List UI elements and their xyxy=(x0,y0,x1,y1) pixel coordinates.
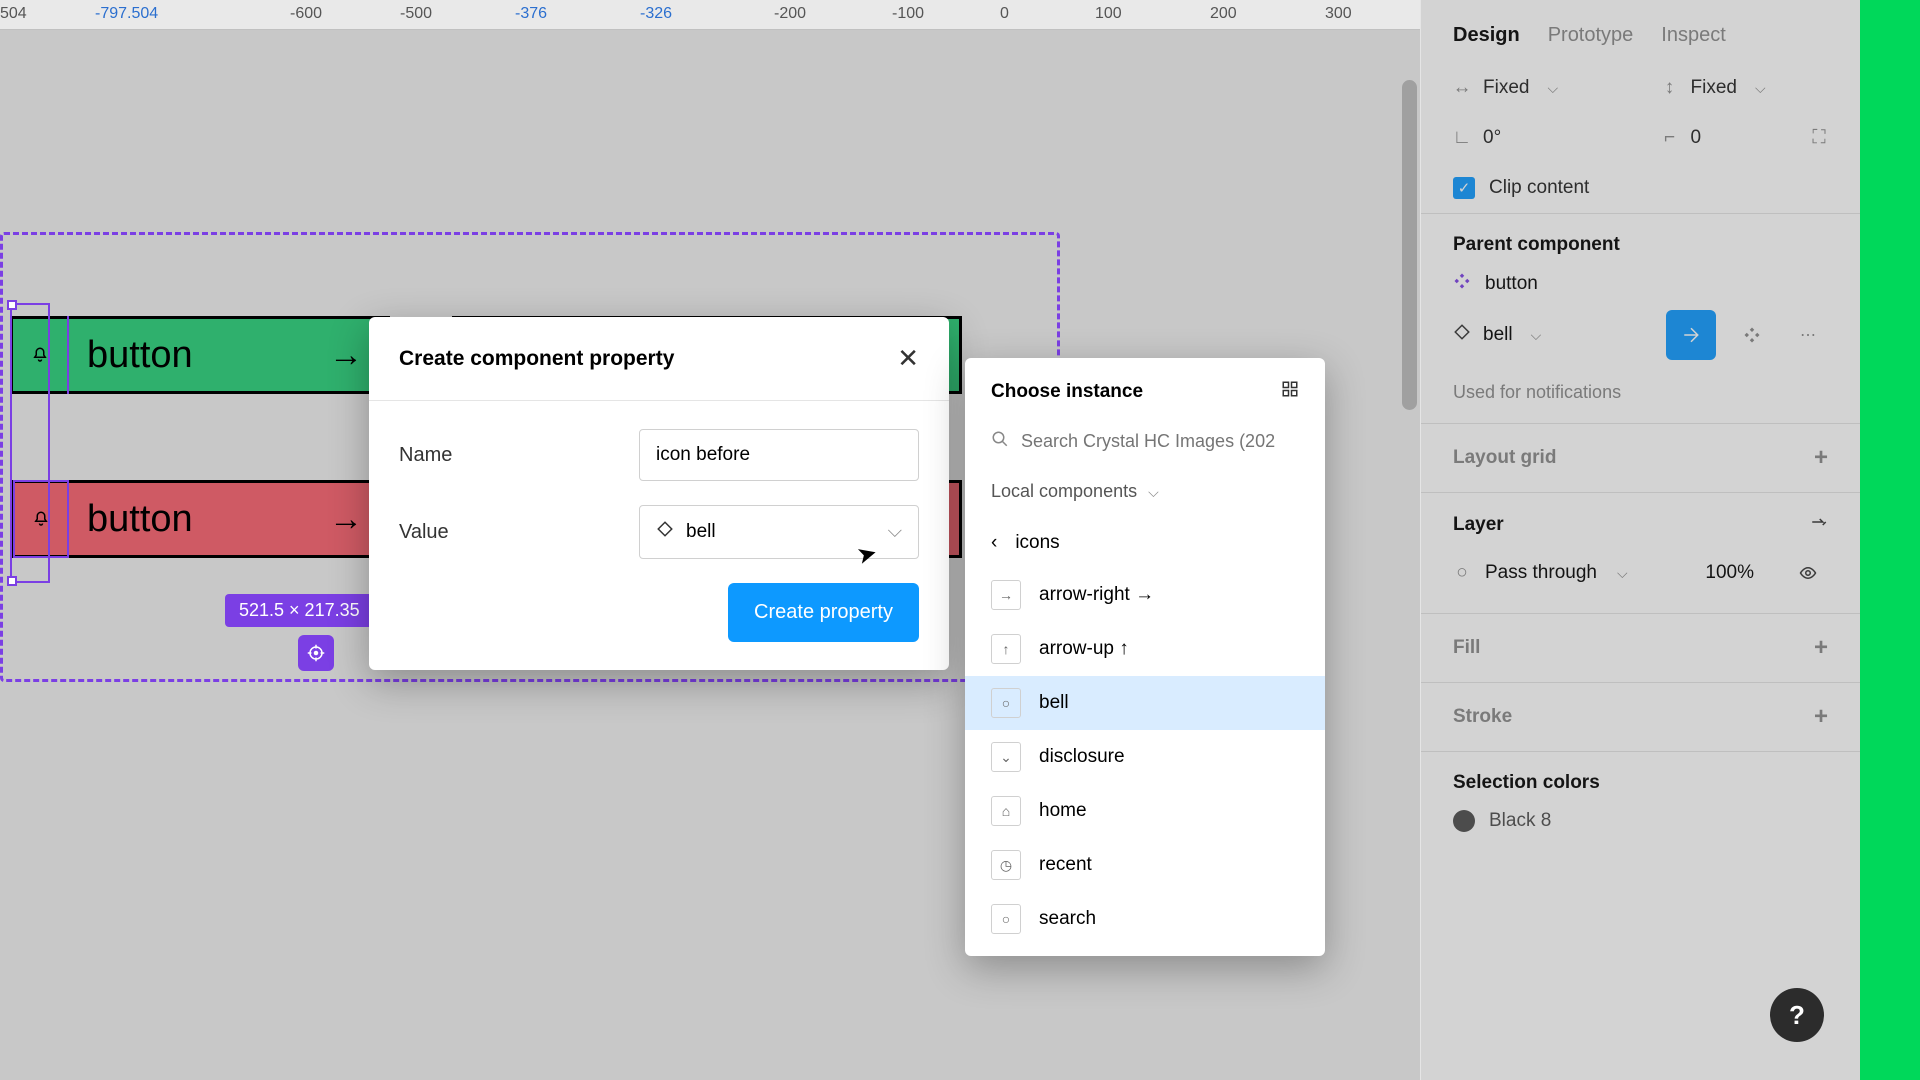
target-icon[interactable] xyxy=(298,635,334,671)
visibility-icon[interactable] xyxy=(1788,553,1828,593)
add-icon[interactable]: + xyxy=(1814,444,1828,472)
chevron-down-icon: ⌵ xyxy=(888,521,902,543)
button-variant-green[interactable]: button → xyxy=(10,316,390,394)
tab-design[interactable]: Design xyxy=(1453,24,1520,47)
button-label: button xyxy=(69,334,329,377)
blend-icon: ○ xyxy=(1453,564,1471,582)
thumbnail-icon: ⌄ xyxy=(991,742,1021,772)
instance-swap[interactable]: bell ⌵ xyxy=(1453,323,1541,347)
create-property-button[interactable]: Create property xyxy=(728,583,919,642)
ruler-mark: 0 xyxy=(1000,5,1009,23)
ruler-mark: -797.504 xyxy=(95,5,158,23)
swap-icon[interactable] xyxy=(1810,513,1828,537)
close-icon[interactable]: ✕ xyxy=(897,343,919,374)
instance-option[interactable]: →arrow-right → xyxy=(965,568,1325,622)
fill-label: Fill xyxy=(1453,637,1480,659)
help-button[interactable]: ? xyxy=(1770,988,1824,1042)
ruler-mark: -326 xyxy=(640,5,672,23)
ruler-mark: -376 xyxy=(515,5,547,23)
search-input[interactable] xyxy=(1021,431,1299,452)
chevron-down-icon: ⌵ xyxy=(1617,565,1628,582)
category-select[interactable]: Local components ⌵ xyxy=(965,471,1325,520)
back-button[interactable]: ‹ icons xyxy=(965,520,1325,568)
rotation-input[interactable]: ∟ 0° xyxy=(1453,127,1621,149)
search-icon xyxy=(991,430,1009,453)
selection-box xyxy=(10,303,50,583)
component-icon xyxy=(1453,272,1471,296)
expand-icon[interactable]: ⛶ xyxy=(1810,129,1828,147)
thumbnail-icon: ◷ xyxy=(991,850,1021,880)
ruler-mark: 100 xyxy=(1095,5,1122,23)
color-swatch[interactable] xyxy=(1453,810,1475,832)
height-icon: ↕ xyxy=(1661,79,1679,97)
add-icon[interactable]: + xyxy=(1814,703,1828,731)
add-icon[interactable]: + xyxy=(1814,634,1828,662)
grid-view-icon[interactable] xyxy=(1281,380,1299,404)
more-icon[interactable]: ⋯ xyxy=(1788,315,1828,355)
instance-option[interactable]: ○search xyxy=(965,892,1325,946)
instance-icon xyxy=(1453,323,1471,347)
scrollbar[interactable] xyxy=(1402,80,1417,410)
ruler-mark: -100 xyxy=(892,5,924,23)
component-options-icon[interactable] xyxy=(1732,315,1772,355)
chevron-left-icon: ‹ xyxy=(991,532,997,554)
blend-mode[interactable]: Pass through xyxy=(1485,562,1597,584)
name-input[interactable] xyxy=(639,429,919,481)
instance-icon xyxy=(656,520,674,544)
thumbnail-icon: ○ xyxy=(991,688,1021,718)
instance-option[interactable]: ○bell xyxy=(965,676,1325,730)
thumbnail-icon: ↑ xyxy=(991,634,1021,664)
clip-content-toggle[interactable]: ✓ Clip content xyxy=(1421,163,1860,213)
size-badge: 521.5 × 217.35 xyxy=(225,594,374,627)
width-mode[interactable]: ↔ Fixed ⌵ xyxy=(1453,77,1621,99)
chevron-down-icon: ⌵ xyxy=(1755,80,1766,97)
width-icon: ↔ xyxy=(1453,79,1471,97)
tab-prototype[interactable]: Prototype xyxy=(1548,24,1634,47)
button-label: button xyxy=(69,498,329,541)
tab-inspect[interactable]: Inspect xyxy=(1661,24,1725,47)
thumbnail-icon: → xyxy=(991,580,1021,610)
instance-option[interactable]: ⌄disclosure xyxy=(965,730,1325,784)
radius-input[interactable]: ⌐ 0 ⛶ xyxy=(1661,127,1829,149)
choose-instance-dropdown: Choose instance Local components ⌵ ‹ ico… xyxy=(965,358,1325,956)
button-variant-red[interactable]: button → xyxy=(10,480,390,558)
thumbnail-icon: ⌂ xyxy=(991,796,1021,826)
parent-component-link[interactable]: button xyxy=(1453,256,1828,296)
ruler-mark: -600 xyxy=(290,5,322,23)
ruler-mark: 200 xyxy=(1210,5,1237,23)
parent-component-title: Parent component xyxy=(1453,234,1828,256)
modal-title: Create component property xyxy=(399,347,674,371)
design-panel: Design Prototype Inspect ↔ Fixed ⌵ ↕ Fix… xyxy=(1420,0,1860,1080)
layout-grid-label: Layout grid xyxy=(1453,447,1556,469)
chevron-down-icon: ⌵ xyxy=(1547,80,1558,97)
angle-icon: ∟ xyxy=(1453,129,1471,147)
instance-description: Used for notifications xyxy=(1453,374,1828,403)
selection-colors-label: Selection colors xyxy=(1453,772,1600,794)
ruler-mark: 504 xyxy=(0,5,27,23)
dropdown-title: Choose instance xyxy=(991,381,1143,403)
layer-label: Layer xyxy=(1453,514,1504,536)
navigate-instance-button[interactable] xyxy=(1666,310,1716,360)
instance-option[interactable]: ⌂home xyxy=(965,784,1325,838)
instance-option[interactable]: ◷recent xyxy=(965,838,1325,892)
green-sidebar xyxy=(1860,0,1920,1080)
checkbox-checked-icon: ✓ xyxy=(1453,177,1475,199)
ruler: 504 -797.504 -600 -500 -376 -326 -200 -100 0 100 2… xyxy=(0,0,1420,30)
chevron-down-icon: ⌵ xyxy=(1148,484,1159,500)
instance-option[interactable]: ↑arrow-up ↑ xyxy=(965,622,1325,676)
radius-icon: ⌐ xyxy=(1661,129,1679,147)
thumbnail-icon: ○ xyxy=(991,904,1021,934)
value-label: Value xyxy=(399,521,639,544)
ruler-mark: 300 xyxy=(1325,5,1352,23)
height-mode[interactable]: ↕ Fixed ⌵ xyxy=(1661,77,1829,99)
opacity-value[interactable]: 100% xyxy=(1705,562,1754,584)
color-name: Black 8 xyxy=(1489,810,1551,832)
create-property-modal: Create component property ✕ Name Value b… xyxy=(369,317,949,670)
value-select[interactable]: bell ⌵ xyxy=(639,505,919,559)
stroke-label: Stroke xyxy=(1453,706,1512,728)
name-label: Name xyxy=(399,444,639,467)
ruler-mark: -200 xyxy=(774,5,806,23)
chevron-down-icon: ⌵ xyxy=(1531,327,1542,344)
ruler-mark: -500 xyxy=(400,5,432,23)
